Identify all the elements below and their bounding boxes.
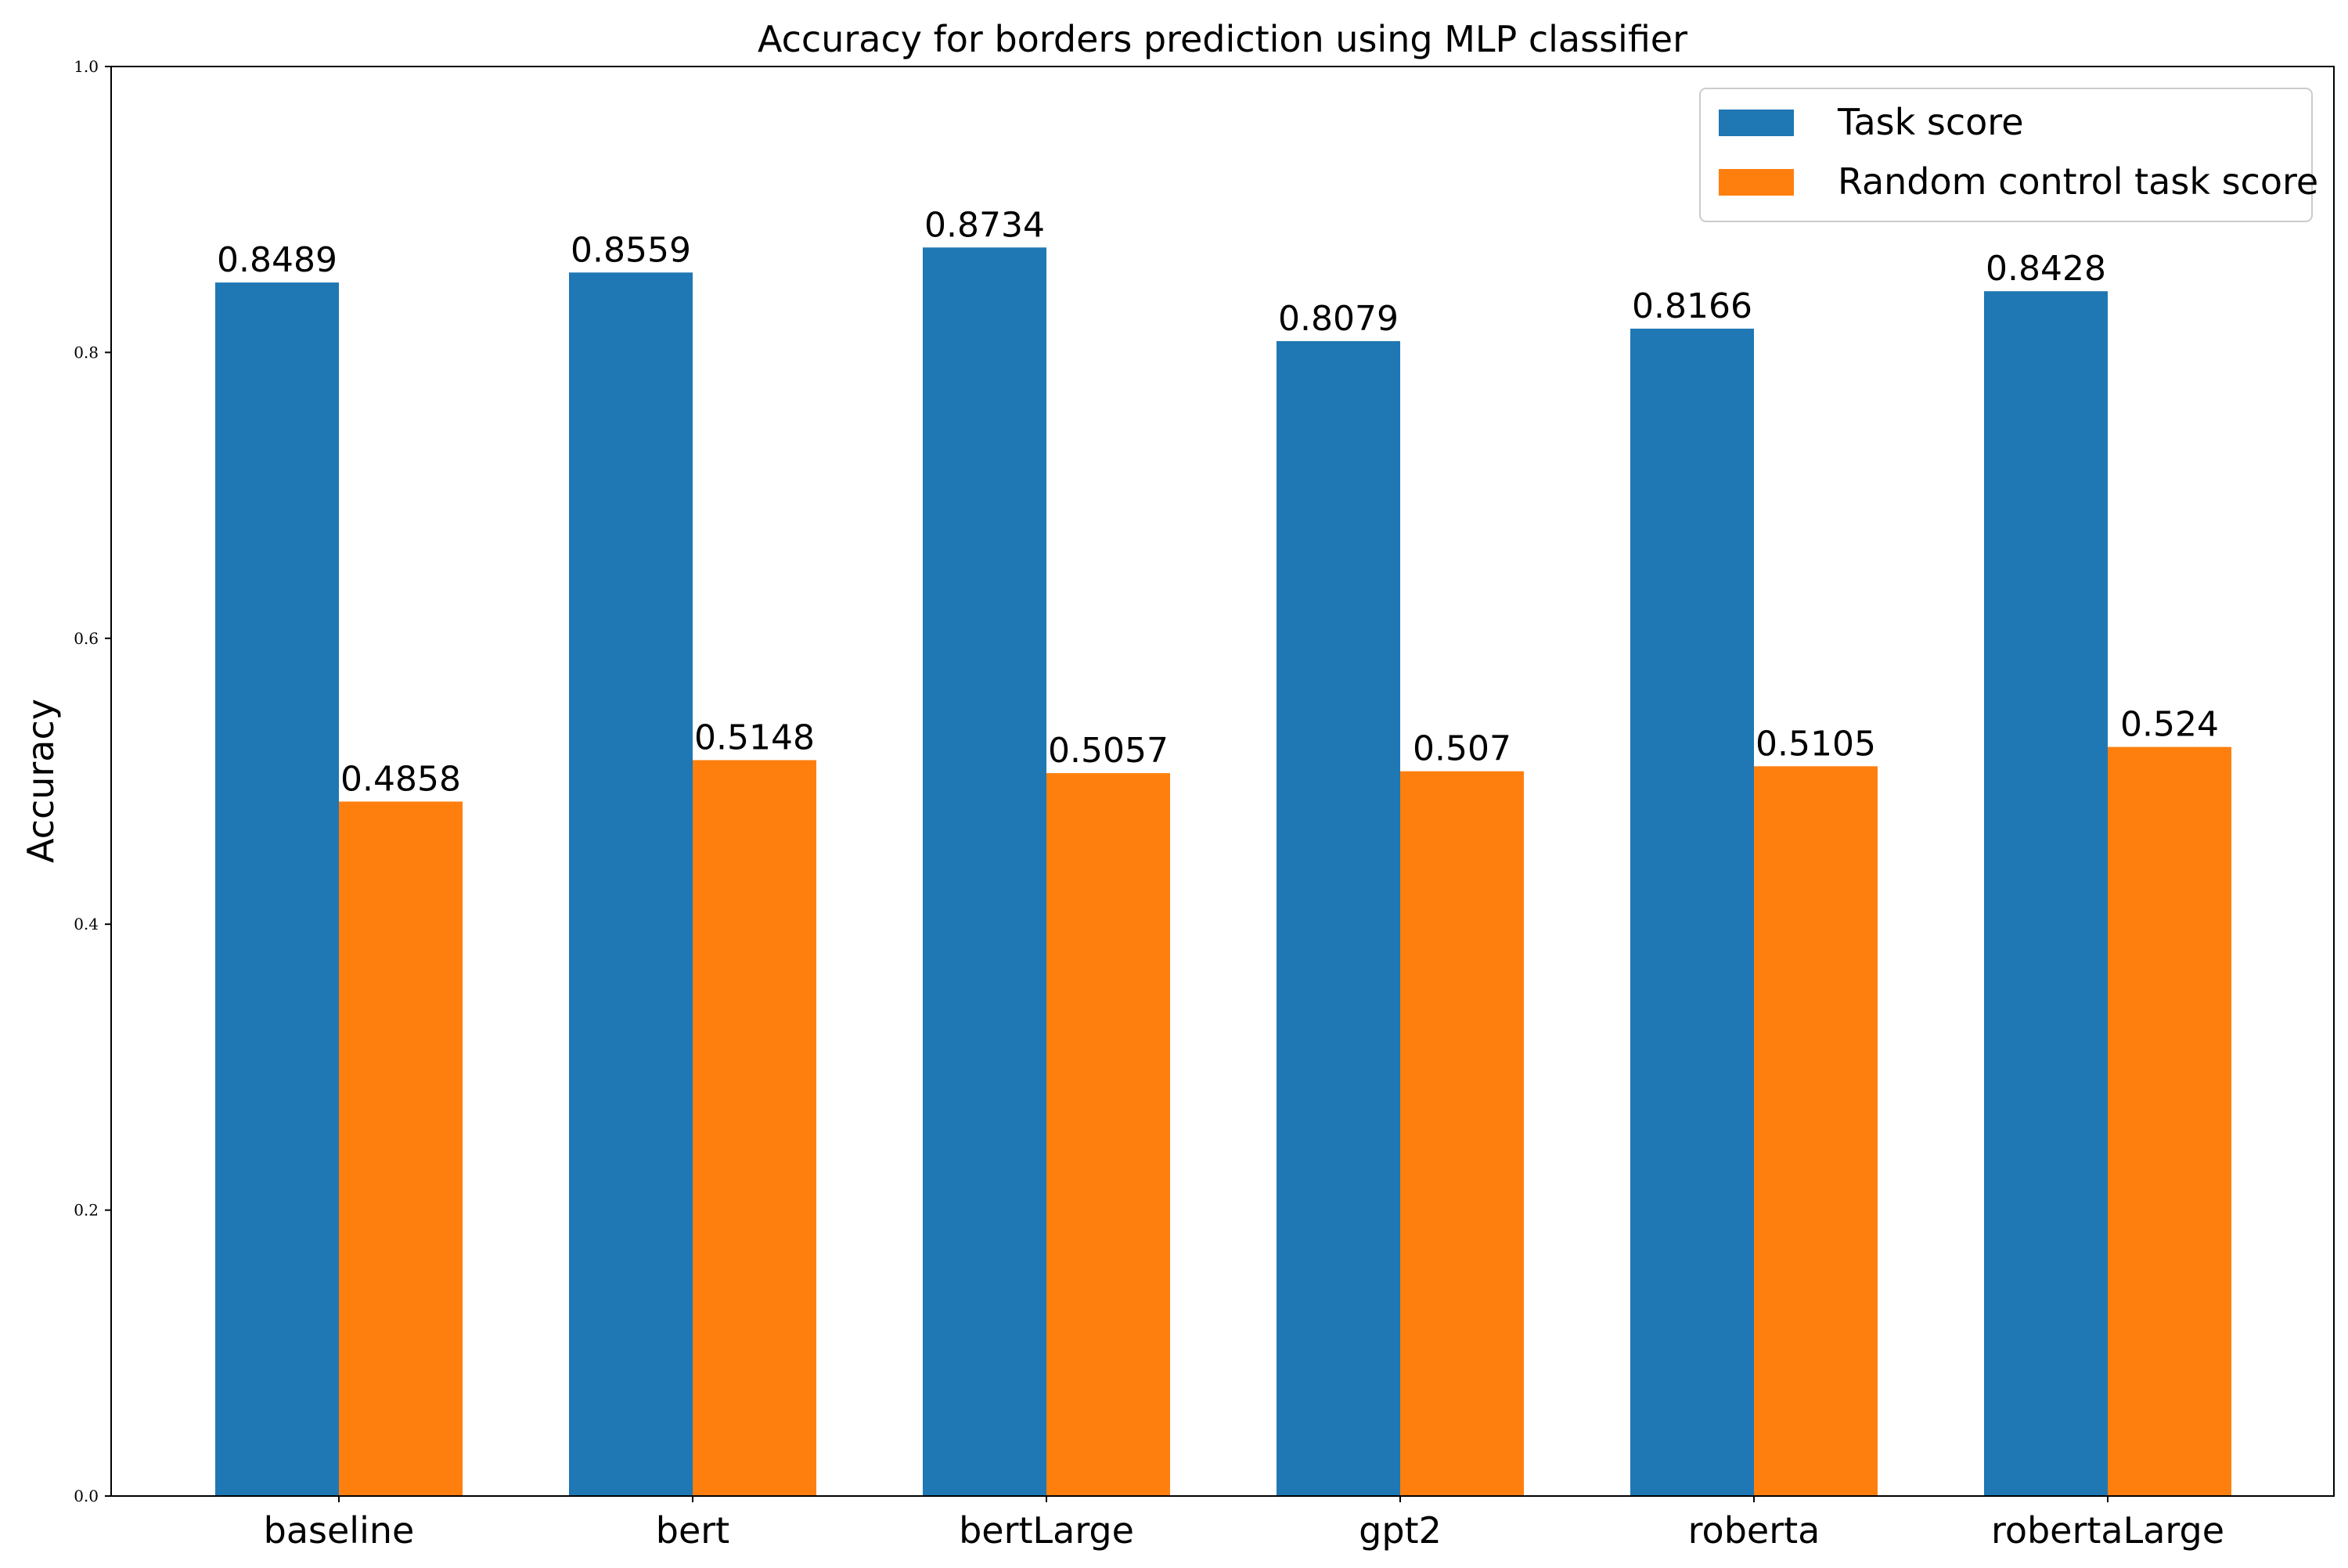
- value-label-random-control-task-score-bertlarge: 0.5057: [1048, 731, 1169, 771]
- value-label-task-score-robertalarge: 0.8428: [1986, 249, 2106, 289]
- bar-random-control-task-score-bertlarge: [1046, 773, 1170, 1496]
- value-label-task-score-bert: 0.8559: [571, 230, 691, 270]
- value-label-random-control-task-score-baseline: 0.4858: [340, 759, 461, 799]
- bar-task-score-gpt2: [1277, 340, 1400, 1497]
- bar-task-score-bertlarge: [923, 247, 1046, 1496]
- value-label-task-score-baseline: 0.8489: [217, 240, 337, 280]
- bar-task-score-roberta: [1630, 329, 1754, 1497]
- bar-task-score-baseline: [215, 282, 339, 1496]
- value-label-task-score-gpt2: 0.8079: [1278, 299, 1399, 339]
- y-tick-label-0.4: 0.4: [74, 915, 99, 933]
- value-label-task-score-roberta: 0.8166: [1632, 286, 1752, 326]
- legend-swatch-random-control-task-score: [1719, 169, 1794, 196]
- value-label-task-score-bertlarge: 0.8734: [924, 205, 1045, 245]
- bar-random-control-task-score-baseline: [339, 801, 463, 1496]
- value-label-random-control-task-score-robertalarge: 0.524: [2120, 705, 2219, 745]
- bar-task-score-bert: [569, 272, 693, 1496]
- y-tick-label-1.0: 1.0: [74, 57, 99, 76]
- value-label-random-control-task-score-gpt2: 0.507: [1413, 729, 1511, 769]
- bar-random-control-task-score-robertalarge: [2108, 746, 2231, 1496]
- y-tick-label-0.8: 0.8: [74, 343, 99, 361]
- legend-label-random-control-task-score: Random control task score: [1838, 160, 2318, 203]
- x-tick-label-robertalarge: robertaLarge: [1991, 1509, 2224, 1552]
- value-label-random-control-task-score-bert: 0.5148: [694, 717, 815, 757]
- y-axis-label: Accuracy: [20, 699, 62, 863]
- bars-group: [215, 247, 2231, 1497]
- bar-task-score-robertalarge: [1984, 291, 2108, 1497]
- legend-box: [1699, 88, 2313, 222]
- legend-label-task-score: Task score: [1837, 101, 2024, 143]
- y-tick-label-0.0: 0.0: [74, 1487, 99, 1505]
- x-tick-label-baseline: baseline: [264, 1509, 415, 1552]
- x-tick-label-gpt2: gpt2: [1359, 1509, 1442, 1552]
- value-label-random-control-task-score-roberta: 0.5105: [1756, 724, 1876, 764]
- y-tick-label-0.6: 0.6: [74, 629, 99, 648]
- x-tick-label-bert: bert: [656, 1509, 729, 1552]
- chart-title: Accuracy for borders prediction using ML…: [758, 18, 1687, 60]
- value-labels-group: 0.8489 0.8559 0.8734 0.8079 0.8166 0.8428 0.48…: [217, 205, 2219, 799]
- y-tick-label-0.2: 0.2: [74, 1201, 99, 1220]
- legend-swatch-task-score: [1719, 110, 1794, 136]
- legend: Task score Random control task score: [1699, 88, 2318, 222]
- axis-ticks-group: baseline bert bertLarge gpt2 roberta robertaL…: [74, 57, 2224, 1552]
- bar-random-control-task-score-bert: [693, 760, 816, 1496]
- x-tick-label-roberta: roberta: [1688, 1509, 1820, 1552]
- plot-frame: [110, 66, 2335, 1497]
- x-tick-label-bertlarge: bertLarge: [959, 1509, 1134, 1552]
- bar-random-control-task-score-gpt2: [1400, 771, 1524, 1496]
- bar-random-control-task-score-roberta: [1754, 766, 1878, 1496]
